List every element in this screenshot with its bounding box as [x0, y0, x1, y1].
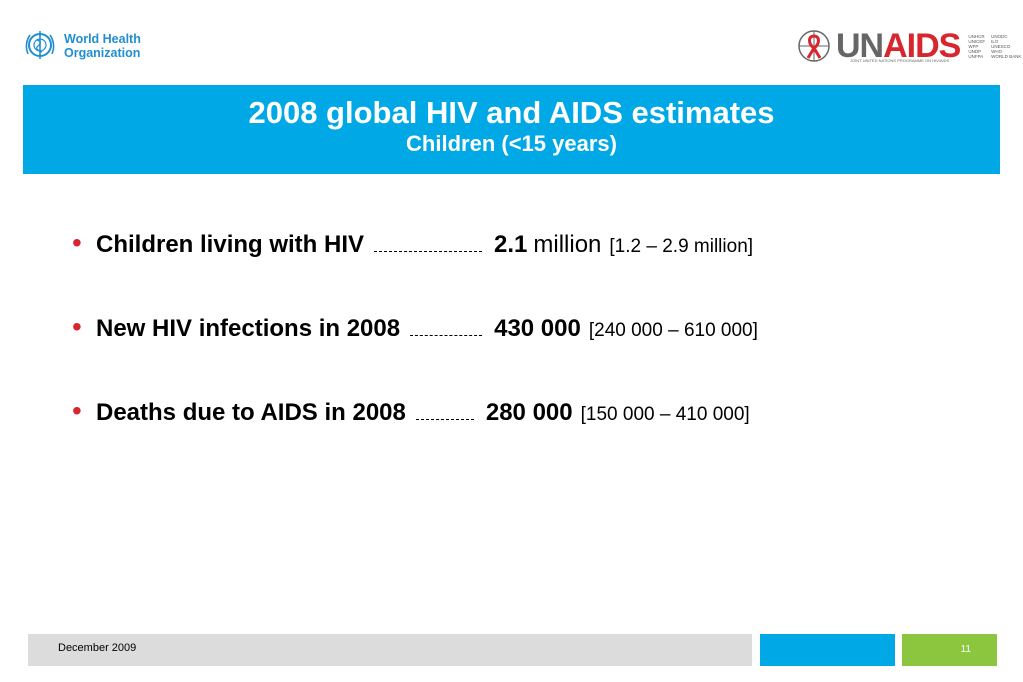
cosponsor: UNESCO [991, 43, 1011, 49]
dotted-leader [415, 418, 474, 420]
bullet-value: 280 000 [485, 399, 573, 426]
unaids-wordmark: UNAIDS [836, 27, 961, 65]
bullet-range: [1.2 – 2.9 million] [609, 236, 754, 257]
slide-title: 2008 global HIV and AIDS estimates [248, 95, 775, 130]
bullet-value: 2.1 [494, 231, 528, 258]
cosponsor: UNODC [991, 33, 1008, 39]
bullet-value: 430 000 [494, 315, 581, 342]
cosponsor: UNHCR [968, 33, 985, 39]
unaids-ribbon-icon [798, 30, 830, 62]
page-number: 11 [960, 644, 971, 655]
footer-bar: December 2009 [28, 634, 752, 666]
bullet-dot-icon: • [72, 227, 82, 258]
cosponsor-list: UNHCR UNODC UNICEF ILO WFP UNESCO UNDP W… [968, 34, 1021, 59]
slide-subtitle: Children (<15 years) [406, 131, 617, 156]
footer-green-block: 11 [902, 634, 997, 666]
cosponsor: UNFPA [968, 53, 984, 59]
who-name-line2: Organization [64, 46, 141, 60]
bullet-label: Deaths due to AIDS in 2008 [96, 399, 406, 426]
bullet-label: New HIV infections in 2008 [96, 315, 401, 342]
cosponsor: WORLD BANK [991, 53, 1022, 59]
who-logo: World Health Organization [22, 28, 141, 64]
cosponsor: UNICEF [968, 38, 986, 44]
bullet-range: [150 000 – 410 000] [580, 404, 750, 425]
bullet-item: • New HIV infections in 2008 430 000 [24… [72, 312, 758, 352]
unaids-un: UN [836, 27, 884, 65]
who-name-line1: World Health [64, 32, 141, 46]
bullet-item: • Deaths due to AIDS in 2008 280 000 [15… [72, 396, 750, 436]
cosponsor: WHO [991, 48, 1003, 54]
title-banner: 2008 global HIV and AIDS estimates Child… [23, 85, 1000, 174]
who-emblem-icon [25, 31, 55, 59]
dotted-leader [374, 250, 483, 252]
bullet-item: • Children living with HIV 2.1 million [… [72, 228, 753, 268]
cosponsor: WFP [968, 43, 979, 49]
cosponsor: ILO [991, 38, 999, 44]
bullet-dot-icon: • [72, 311, 82, 342]
footer-blue-block [760, 634, 895, 666]
unaids-aids: AIDS [883, 27, 961, 65]
footer-date: December 2009 [58, 642, 137, 654]
unaids-logo: UNAIDS JOINT UNITED NATIONS PROGRAMME ON… [796, 26, 1021, 66]
bullet-unit: million [533, 231, 602, 258]
dotted-leader [410, 334, 483, 336]
bullet-label: Children living with HIV [96, 231, 365, 258]
unaids-tagline: JOINT UNITED NATIONS PROGRAMME ON HIV/AI… [850, 58, 950, 63]
bullet-range: [240 000 – 610 000] [588, 320, 758, 341]
bullet-dot-icon: • [72, 395, 82, 426]
cosponsor: UNDP [968, 48, 982, 54]
